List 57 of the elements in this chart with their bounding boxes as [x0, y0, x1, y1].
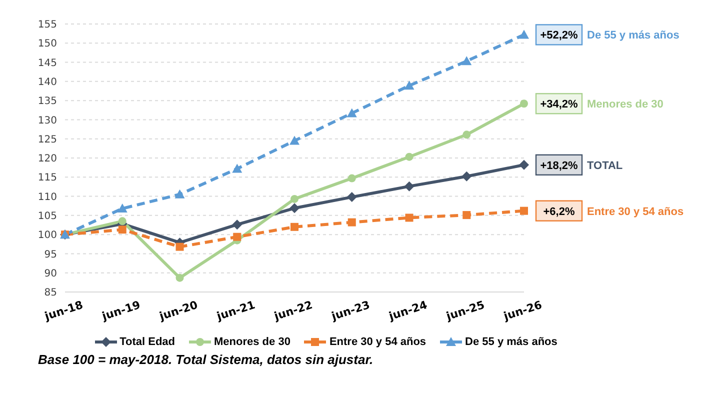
point — [233, 232, 242, 241]
y-tick-label: 90 — [44, 268, 57, 280]
y-tick-label: 130 — [38, 115, 57, 126]
point — [176, 274, 184, 282]
point — [348, 174, 356, 182]
y-tick-label: 125 — [38, 134, 57, 146]
point — [405, 214, 414, 222]
point — [462, 211, 471, 220]
y-tick-label: 95 — [44, 249, 57, 260]
y-tick-label: 115 — [38, 172, 57, 184]
point — [346, 192, 357, 202]
point — [404, 80, 414, 90]
point — [520, 100, 528, 108]
y-tick-label: 145 — [38, 58, 57, 69]
y-tick-label: 150 — [38, 38, 57, 50]
y-tick-label: 140 — [38, 76, 57, 88]
point — [174, 189, 185, 198]
y-tick-label: 105 — [38, 210, 57, 222]
point — [519, 30, 529, 39]
y-tick-label: 85 — [44, 288, 57, 299]
y-tick-label: 135 — [38, 96, 57, 108]
point — [118, 226, 126, 234]
point — [405, 152, 414, 161]
point — [290, 194, 298, 203]
point — [118, 217, 126, 226]
point — [290, 136, 300, 145]
point — [404, 181, 414, 192]
point — [117, 204, 128, 213]
annotation: +34,2% — [540, 98, 578, 111]
text: Menores de 30 — [587, 98, 664, 111]
point — [519, 160, 529, 170]
text: Base 100 = may-2018. Total Sistema, datos sin ajustar. — [38, 352, 374, 367]
legend-label: Entre 30 y 54 años — [328, 336, 426, 348]
point — [290, 203, 300, 214]
y-tick-label: 100 — [38, 230, 57, 242]
annotation: +18,2% — [540, 160, 578, 172]
legend-label: De 55 y más años — [464, 336, 558, 348]
point — [232, 220, 242, 230]
point — [462, 56, 472, 66]
point — [346, 108, 357, 118]
point — [290, 222, 298, 231]
annotation: +6,2% — [543, 206, 575, 218]
point — [462, 130, 471, 139]
text: TOTAL — [587, 160, 623, 172]
point — [232, 164, 242, 173]
point — [462, 171, 472, 182]
point — [348, 218, 356, 226]
text: De 55 y más años — [587, 30, 680, 42]
text: Entre 30 y 54 años — [587, 206, 684, 218]
y-tick-label: 120 — [38, 154, 57, 165]
annotation: +52,2% — [540, 30, 578, 42]
y-tick-label: 110 — [38, 192, 57, 203]
point — [520, 206, 528, 215]
legend-label: Total Edad — [118, 336, 176, 348]
y-tick-label: 155 — [38, 20, 57, 31]
point — [176, 242, 184, 251]
legend-label: Menores de 30 — [213, 336, 290, 348]
